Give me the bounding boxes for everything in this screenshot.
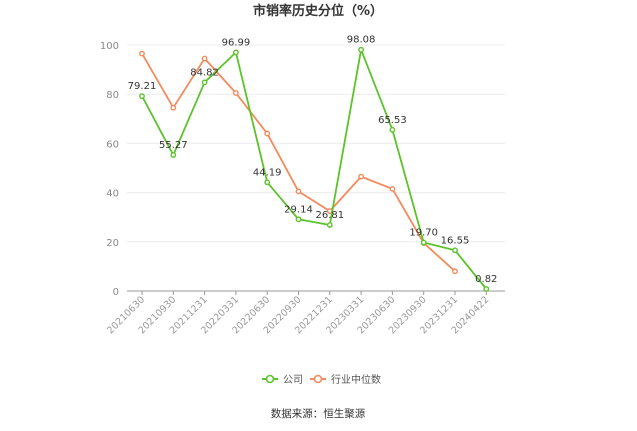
industry-median-point [139,50,145,57]
y-tick-label: 20 [106,238,119,249]
industry-median-point [170,104,177,111]
data-label: 16.55 [441,235,470,246]
chart-title: 市销率历史分位（%） [253,3,383,19]
company-point [389,126,396,133]
data-label: 55.27 [159,140,188,151]
company-point [232,49,239,56]
y-tick-label: 40 [106,189,119,200]
series-line-company [141,48,487,290]
industry-median-point [452,268,458,275]
data-label: 0.82 [475,274,497,285]
data-label: 65.53 [378,115,407,126]
industry-median-point [295,188,302,195]
company-point [452,247,458,254]
company-point [264,179,271,186]
legend: 公司 行业中位数 [262,373,381,386]
company-point [326,222,333,228]
company-point [295,216,302,223]
series-layer [139,46,490,292]
data-label: 84.82 [190,67,219,78]
data-label: 44.19 [253,167,282,178]
data-label: 26.81 [315,210,344,221]
y-tick-label: 100 [100,41,119,52]
industry-median-point [358,173,364,180]
y-axis-ticks: 0 20 40 60 80 100 [100,41,119,298]
industry-median-point [389,186,396,192]
legend-label-industry-median: 行业中位数 [331,373,381,386]
source-note: 数据来源：恒生聚源 [271,407,366,420]
industry-median-point [264,130,271,137]
company-point [358,46,364,53]
company-point [420,239,427,246]
y-tick-label: 60 [106,139,119,150]
legend-marker-industry-median [313,374,323,384]
company-point [139,93,145,100]
data-label: 79.21 [128,81,157,92]
y-tick-label: 80 [106,90,119,101]
data-label: 19.70 [409,228,438,239]
series-line-industry-median [141,53,456,272]
industry-median-point [201,55,208,62]
data-label: 29.14 [284,204,313,215]
industry-median-point [232,90,239,96]
company-point [483,286,490,292]
x-axis-ticks: 2021063020210930202112312022033120220630… [105,291,491,336]
company-point [170,152,177,158]
data-label: 96.99 [222,37,251,48]
data-label: 98.08 [347,35,376,46]
legend-marker-company [265,374,275,384]
company-point [201,79,208,86]
y-tick-label: 0 [113,287,119,298]
legend-label-company: 公司 [283,375,303,386]
grid-layer [127,44,505,292]
